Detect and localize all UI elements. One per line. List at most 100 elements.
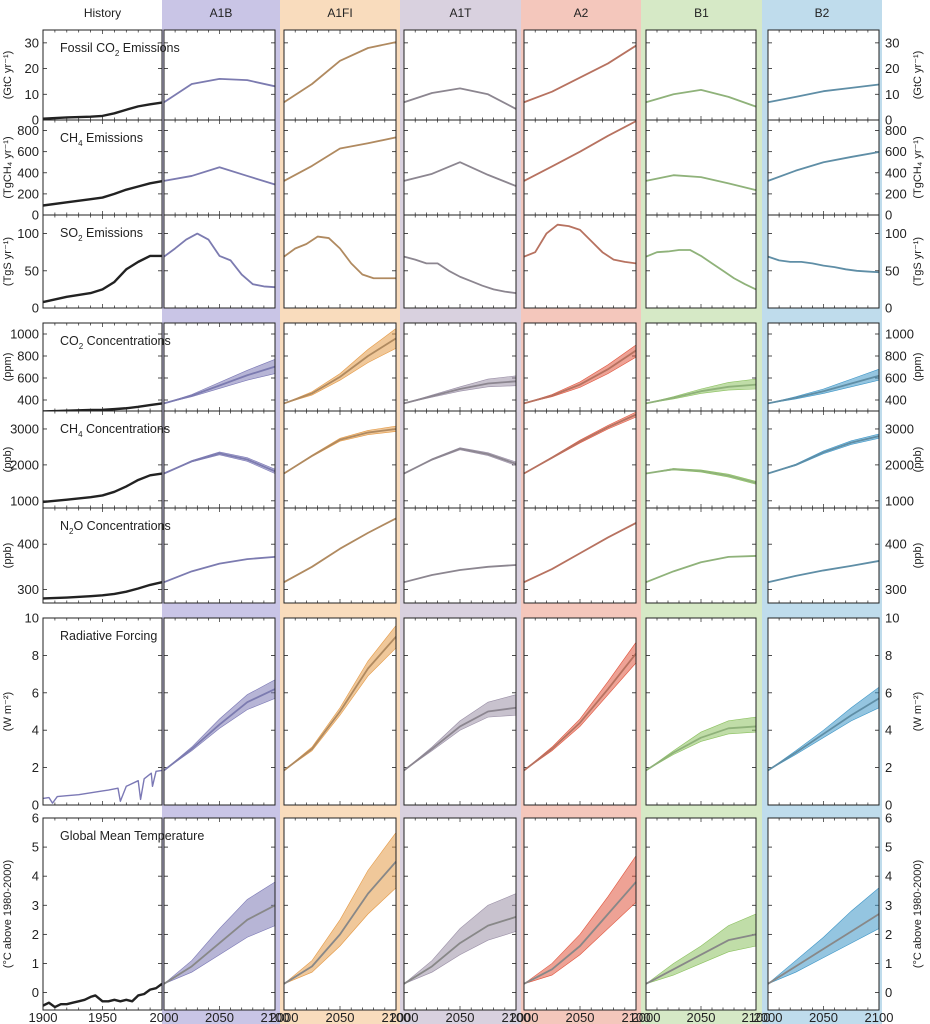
- scenario-series-line-a2: [523, 413, 637, 475]
- column-header-a2: A2: [574, 6, 589, 20]
- left-tick-label: 800: [17, 349, 39, 364]
- row-title-0: Fossil CO2 Emissions: [60, 41, 180, 58]
- left-tick-label: 1000: [10, 327, 39, 342]
- panel-frame: [283, 817, 397, 1011]
- scenario-series-line-a1b: [163, 452, 276, 475]
- left-tick-label: 400: [17, 393, 39, 408]
- scenario-series-line-b2: [767, 83, 880, 104]
- panel-a1fi-row-4: [283, 410, 397, 509]
- panel-frame: [42, 214, 163, 309]
- scenario-series-line-a2: [523, 522, 637, 584]
- history-series-line: [42, 254, 162, 304]
- left-tick-label: 200: [17, 186, 39, 201]
- column-strip-b1: [641, 308, 762, 323]
- scenario-series-line-a1t: [403, 380, 517, 405]
- panel-frame: [645, 214, 757, 309]
- panel-b1-row-6: [645, 617, 757, 806]
- history-series-line: [42, 101, 163, 120]
- panel-bg: [646, 508, 756, 603]
- panel-frame: [767, 817, 880, 1011]
- scenario-series-line-a1fi: [283, 136, 397, 182]
- panel-a1fi-row-6: [283, 617, 397, 806]
- panel-a1fi-row-7: [283, 817, 397, 1011]
- row-title-5: N2O Concentrations: [60, 519, 171, 536]
- row-title-rest: Concentrations: [83, 422, 171, 436]
- x-tick-label: 2050: [687, 1010, 716, 1024]
- left-tick-label: 0: [32, 985, 39, 1000]
- row-title-2: SO2 Emissions: [60, 226, 143, 243]
- right-tick-label: 6: [885, 811, 892, 826]
- panel-history-row-4: [42, 410, 163, 509]
- column-header-bg-b2: [762, 0, 882, 30]
- y-axis-label-right: (ppm): [912, 353, 924, 382]
- panel-a1b-row-2: [163, 214, 276, 309]
- left-tick-label: 300: [17, 582, 39, 597]
- history-series-line: [42, 982, 163, 1009]
- history-series-line: [42, 180, 163, 207]
- panel-a1b-row-0: [163, 29, 276, 121]
- right-tick-label: 10: [885, 611, 899, 626]
- column-gutter-a1b: [162, 30, 164, 1010]
- panel-bg: [768, 323, 879, 411]
- scenario-series-line-b1: [645, 555, 757, 584]
- panel-frame: [42, 507, 163, 604]
- panel-frame: [645, 617, 757, 806]
- column-gutter-a1t: [400, 30, 404, 1010]
- panel-bg: [284, 411, 396, 508]
- right-tick-label: 8: [885, 648, 892, 663]
- panel-b1-row-0: [645, 29, 757, 121]
- scenario-series-line-a1t: [403, 255, 517, 295]
- scenario-series-line-b1: [645, 383, 757, 405]
- panel-bg: [43, 323, 162, 411]
- panel-b2-row-2: [767, 214, 880, 309]
- history-series-line: [42, 769, 163, 804]
- panel-b2-row-4: [767, 410, 880, 509]
- row-title-main: N: [60, 519, 69, 533]
- panel-bg: [524, 120, 636, 215]
- right-tick-label: 4: [885, 869, 892, 884]
- column-header-bg-a2: [521, 0, 641, 30]
- panel-bg: [524, 508, 636, 603]
- x-tick-label: 2000: [150, 1010, 179, 1024]
- x-tick-label: 2050: [809, 1010, 838, 1024]
- panel-frame: [767, 507, 880, 604]
- panel-a2-row-2: [523, 214, 637, 309]
- column-strip-a1t: [400, 1010, 521, 1024]
- panel-frame: [523, 817, 637, 1011]
- right-tick-label: 4: [885, 723, 892, 738]
- left-tick-label: 8: [32, 648, 39, 663]
- right-tick-label: 300: [885, 582, 907, 597]
- column-strip-a1fi: [280, 603, 400, 618]
- left-tick-label: 400: [17, 165, 39, 180]
- right-tick-label: 400: [885, 393, 907, 408]
- row-title-subscript: 4: [78, 430, 83, 439]
- panel-bg: [404, 30, 516, 120]
- column-gutter-a1fi: [280, 30, 284, 1010]
- panel-b2-row-7: [767, 817, 880, 1011]
- panel-bg: [43, 411, 162, 508]
- scenario-series-line-a1fi: [283, 517, 397, 583]
- panel-frame: [163, 617, 276, 806]
- panel-history-row-7: [42, 817, 163, 1011]
- left-tick-label: 600: [17, 144, 39, 159]
- panel-history-row-0: [42, 29, 163, 121]
- x-tick-label: 2100: [622, 1010, 651, 1024]
- panel-a1t-row-6: [403, 617, 517, 806]
- scenario-series-line-a1t: [403, 916, 517, 985]
- panel-a1t-row-7: [403, 817, 517, 1011]
- panel-b2-row-6: [767, 617, 880, 806]
- panel-bg: [646, 120, 756, 215]
- panel-frame: [403, 507, 517, 604]
- right-tick-label: 2: [885, 760, 892, 775]
- panel-frame: [163, 214, 276, 309]
- right-tick-label: 200: [885, 186, 907, 201]
- panel-bg: [43, 120, 162, 215]
- column-strip-a1fi: [280, 308, 400, 323]
- panel-bg: [524, 411, 636, 508]
- left-tick-label: 2: [32, 760, 39, 775]
- right-tick-label: 30: [885, 35, 899, 50]
- panel-history-row-6: [42, 617, 163, 806]
- column-strip-b2: [762, 1010, 882, 1024]
- row-title-subscript: 2: [78, 234, 83, 243]
